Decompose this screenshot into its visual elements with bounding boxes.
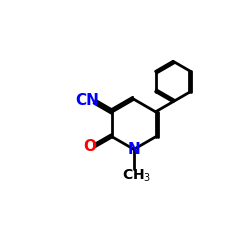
Text: O: O bbox=[84, 138, 97, 154]
Text: CN: CN bbox=[76, 93, 99, 108]
Text: CH$_3$: CH$_3$ bbox=[122, 168, 151, 184]
Text: N: N bbox=[128, 142, 141, 157]
